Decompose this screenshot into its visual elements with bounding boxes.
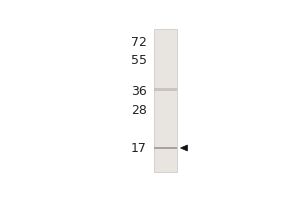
Bar bbox=[154, 88, 177, 91]
Bar bbox=[154, 147, 177, 149]
FancyBboxPatch shape bbox=[154, 29, 177, 172]
Text: 28: 28 bbox=[131, 104, 147, 117]
Text: 36: 36 bbox=[131, 85, 147, 98]
Text: 55: 55 bbox=[131, 54, 147, 67]
Polygon shape bbox=[181, 145, 188, 151]
Text: 72: 72 bbox=[131, 36, 147, 49]
Text: 17: 17 bbox=[131, 142, 147, 155]
